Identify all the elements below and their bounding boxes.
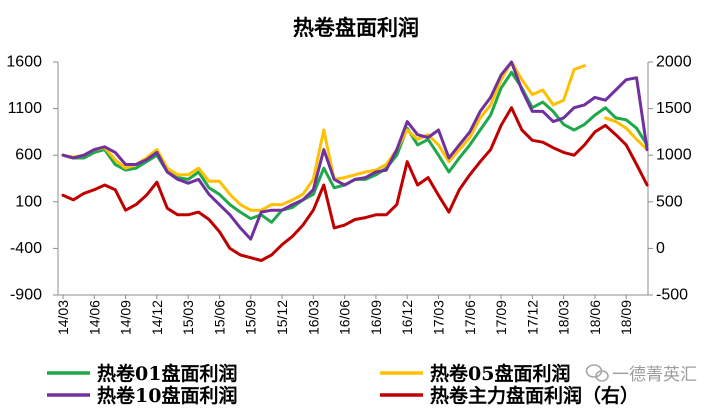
- x-axis: 14/03 14/06 14/09 14/12 15/03 15/06 15/09 15/12…: [55, 295, 634, 335]
- hot-coil-main-line: [61, 106, 649, 262]
- legend-item-01: 热卷01盘面利润: [47, 362, 237, 385]
- x-tick-label: 14/06: [86, 300, 102, 335]
- x-tick-label: 15/03: [180, 300, 196, 335]
- watermark: 一德菁英汇: [585, 364, 697, 385]
- legend-label-main: 热卷主力盘面利润（右）: [430, 384, 639, 407]
- x-tick-label: 16/09: [368, 300, 384, 335]
- x-tick-label: 16/06: [337, 300, 353, 335]
- x-tick-label: 18/09: [618, 300, 634, 335]
- x-tick-label: 15/09: [243, 300, 259, 335]
- right-y-tick-label: 500: [656, 193, 683, 210]
- watermark-text: 一德菁英汇: [612, 365, 697, 385]
- legend-label-05: 热卷05盘面利润: [430, 362, 570, 385]
- plot-area: 1600 1100 600 100 -400 -900 2000 1500 1000 500 0 -…: [6, 54, 691, 336]
- left-y-tick-label: 1100: [8, 100, 43, 117]
- left-y-tick-label: -400: [10, 240, 42, 257]
- right-y-tick-label: -500: [656, 287, 688, 304]
- x-tick-label: 15/06: [211, 300, 227, 335]
- hot-coil-05-line: [61, 60, 649, 212]
- x-tick-label: 18/03: [556, 300, 572, 335]
- series-lines: [61, 60, 649, 262]
- x-tick-label: 17/06: [462, 300, 478, 335]
- x-tick-label: 14/03: [55, 300, 71, 335]
- x-tick-label: 16/12: [399, 300, 415, 335]
- legend-label-10: 热卷10盘面利润: [97, 384, 237, 407]
- chart-title: 热卷盘面利润: [293, 16, 419, 40]
- left-y-tick-label: -900: [10, 287, 42, 304]
- right-y-tick-label: 1500: [656, 100, 692, 117]
- left-y-tick-label: 100: [15, 193, 42, 210]
- wechat-icon: [585, 364, 609, 382]
- legend-item-05: 热卷05盘面利润: [380, 362, 570, 385]
- x-tick-label: 14/09: [118, 300, 134, 335]
- x-tick-label: 18/06: [587, 300, 603, 335]
- left-y-tick-label: 600: [15, 147, 42, 164]
- left-y-tick-label: 1600: [6, 54, 42, 71]
- x-tick-label: 16/03: [305, 300, 321, 335]
- hot-coil-10-line: [61, 60, 649, 241]
- hot-coil-01-line: [61, 70, 649, 224]
- right-y-tick-label: 2000: [656, 54, 692, 71]
- x-tick-label: 17/12: [524, 300, 540, 335]
- right-y-tick-label: 0: [656, 240, 665, 257]
- legend-item-main: 热卷主力盘面利润（右）: [380, 384, 639, 407]
- right-y-tick-label: 1000: [656, 147, 692, 164]
- legend-label-01: 热卷01盘面利润: [97, 362, 237, 385]
- legend: 热卷01盘面利润 热卷05盘面利润 热卷10盘面利润 热卷主力盘面利润（右）: [47, 362, 639, 407]
- left-y-axis: 1600 1100 600 100 -400 -900: [6, 54, 58, 304]
- x-tick-label: 14/12: [149, 300, 165, 335]
- right-y-axis: 2000 1500 1000 500 0 -500: [648, 54, 692, 304]
- x-tick-label: 15/12: [274, 300, 290, 335]
- x-tick-label: 17/09: [493, 300, 509, 335]
- legend-item-10: 热卷10盘面利润: [47, 384, 237, 407]
- x-tick-label: 17/03: [431, 300, 447, 335]
